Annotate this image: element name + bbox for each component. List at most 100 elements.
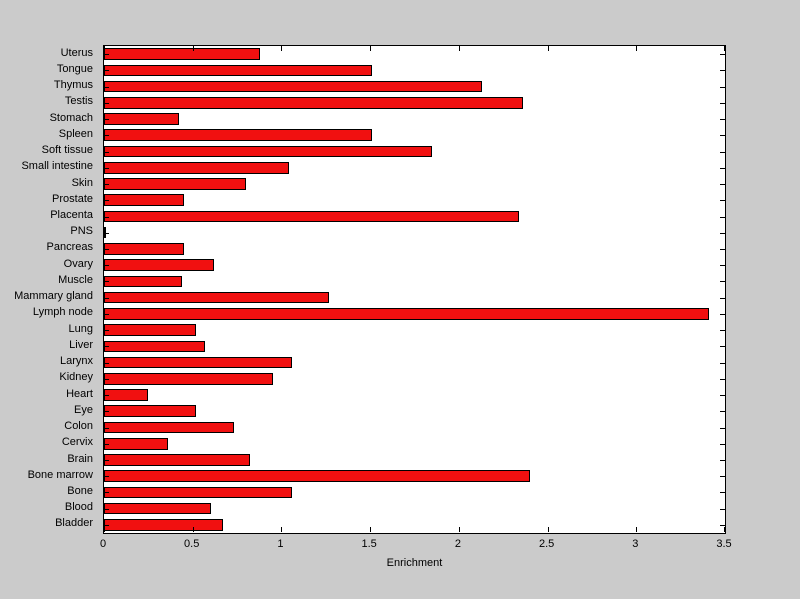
- y-tick-right: [720, 184, 725, 185]
- x-tick-bottom: [104, 527, 105, 532]
- y-tick-label-eye: Eye: [74, 403, 93, 416]
- y-tick-label-mammary-gland: Mammary gland: [14, 290, 93, 303]
- bar-kidney: [104, 372, 273, 385]
- y-tick-label-muscle: Muscle: [58, 273, 93, 286]
- y-tick-label-testis: Testis: [64, 95, 93, 108]
- y-tick-left: [104, 427, 109, 429]
- bar-mammary-gland: [104, 291, 330, 304]
- bar-colon: [104, 421, 234, 434]
- y-tick-left: [104, 460, 109, 461]
- x-tick-bottom: [281, 527, 283, 532]
- y-tick-left: [104, 265, 109, 267]
- y-tick-left: [104, 476, 109, 478]
- bar-small-intestine: [104, 161, 289, 174]
- x-tick-label-1.5: 1.5: [361, 538, 377, 550]
- y-tick-left: [104, 411, 109, 413]
- y-tick-label-small-intestine: Small intestine: [21, 160, 93, 173]
- y-tick-left: [104, 297, 109, 299]
- y-tick-label-lung: Lung: [68, 322, 93, 335]
- y-tick-label-ovary: Ovary: [63, 257, 93, 270]
- y-tick-label-larynx: Larynx: [59, 355, 93, 368]
- x-tick-top: [636, 46, 638, 51]
- bar-muscle: [104, 275, 183, 288]
- y-tick-label-brain: Brain: [67, 452, 93, 465]
- bar-blood: [104, 502, 211, 515]
- x-tick-label-2.5: 2.5: [538, 538, 555, 550]
- y-tick-right: [720, 378, 725, 380]
- y-tick-left: [104, 54, 109, 56]
- y-tick-right: [720, 200, 725, 202]
- bar-skin: [104, 178, 246, 190]
- x-tick-label-2: 2: [454, 538, 461, 550]
- y-tick-right: [720, 281, 725, 283]
- y-tick-label-kidney: Kidney: [59, 371, 93, 384]
- y-tick-right: [720, 476, 725, 478]
- y-tick-right: [720, 248, 725, 250]
- x-tick-top: [458, 46, 460, 51]
- y-tick-right: [720, 395, 725, 396]
- x-tick-bottom: [547, 527, 549, 532]
- y-tick-right: [720, 362, 725, 364]
- y-tick-label-lymph-node: Lymph node: [32, 306, 93, 319]
- y-tick-label-uterus: Uterus: [60, 46, 93, 59]
- x-tick-label-0: 0: [99, 538, 107, 550]
- y-tick-right: [720, 119, 725, 121]
- y-tick-left: [104, 524, 109, 526]
- y-tick-left: [104, 443, 109, 445]
- y-tick-left: [104, 346, 109, 348]
- x-tick-label-3: 3: [632, 538, 639, 550]
- y-tick-label-prostate: Prostate: [52, 192, 93, 205]
- x-tick-bottom: [636, 527, 638, 532]
- y-tick-label-placenta: Placenta: [50, 209, 93, 221]
- y-tick-label-heart: Heart: [66, 387, 93, 400]
- y-tick-right: [720, 135, 725, 137]
- bar-cervix: [104, 437, 168, 450]
- y-tick-label-pns: PNS: [70, 225, 93, 238]
- y-tick-label-bladder: Bladder: [55, 517, 93, 530]
- y-tick-right: [720, 411, 725, 413]
- bar-bone: [104, 486, 293, 499]
- bar-heart: [104, 389, 149, 401]
- y-axis-labels: Uterus Tongue Thymus Testis Stomach Spleen Sof…: [0, 45, 99, 534]
- y-tick-right: [720, 151, 725, 153]
- y-tick-left: [104, 70, 109, 72]
- x-tick-bottom: [370, 527, 372, 532]
- y-tick-right: [720, 167, 725, 169]
- y-tick-left: [104, 313, 109, 315]
- y-tick-left: [104, 184, 109, 185]
- y-tick-label-thymus: Thymus: [53, 79, 93, 92]
- bar-prostate: [104, 194, 184, 207]
- y-tick-label-liver: Liver: [69, 338, 93, 351]
- y-tick-label-blood: Blood: [64, 501, 93, 514]
- y-tick-label-tongue: Tongue: [56, 62, 93, 75]
- y-tick-right: [720, 460, 725, 461]
- bar-stomach: [104, 113, 179, 125]
- y-tick-left: [104, 216, 109, 218]
- y-tick-right: [720, 492, 725, 494]
- y-tick-label-cervix: Cervix: [61, 436, 93, 449]
- y-tick-right: [720, 70, 725, 72]
- x-axis-tick-labels: 0 0.5 1 1.5 2 2.5 3 3.5: [99, 538, 732, 554]
- y-tick-left: [104, 330, 109, 332]
- bar-pns: [104, 226, 106, 239]
- y-tick-left: [104, 248, 109, 250]
- bar-spleen: [104, 129, 372, 142]
- y-tick-right: [720, 232, 725, 234]
- x-tick-label-1: 1: [277, 538, 284, 550]
- y-tick-right: [720, 313, 725, 315]
- y-tick-label-bone-marrow: Bone marrow: [27, 468, 93, 481]
- bar-pancreas: [104, 243, 184, 255]
- x-tick-bottom: [458, 527, 460, 532]
- y-tick-left: [104, 86, 109, 88]
- bar-brain: [104, 454, 250, 466]
- y-tick-right: [720, 102, 725, 104]
- x-tick-label-3.5: 3.5: [716, 538, 732, 550]
- y-tick-left: [104, 119, 109, 121]
- y-tick-label-bone: Bone: [67, 484, 93, 497]
- y-tick-left: [104, 362, 109, 364]
- bar-larynx: [104, 356, 293, 369]
- y-tick-label-stomach: Stomach: [49, 111, 93, 124]
- y-tick-right: [720, 330, 725, 332]
- bar-liver: [104, 340, 206, 353]
